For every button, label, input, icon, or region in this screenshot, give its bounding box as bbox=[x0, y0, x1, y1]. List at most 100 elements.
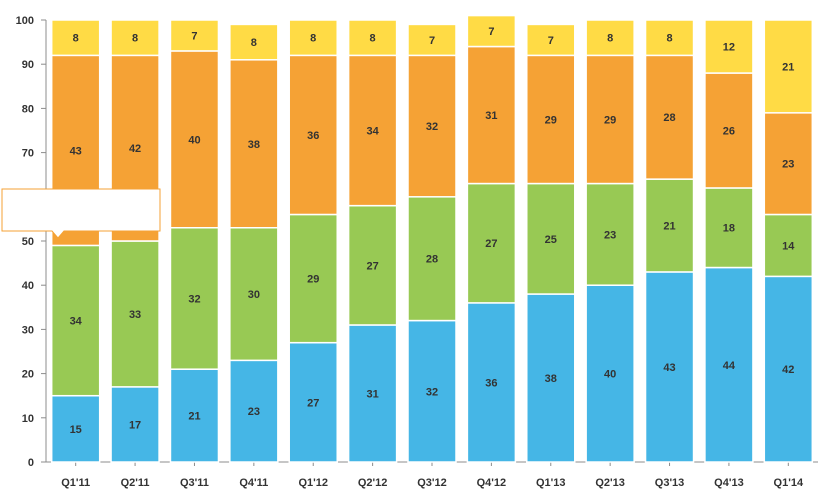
data-label: 29 bbox=[604, 114, 616, 126]
bar-segment[interactable] bbox=[347, 19, 398, 57]
data-label: 18 bbox=[723, 223, 735, 235]
data-label: 27 bbox=[307, 397, 319, 409]
x-tick-label: Q1'13 bbox=[536, 477, 566, 489]
y-tick-label: 40 bbox=[22, 280, 34, 292]
data-label: 32 bbox=[188, 293, 200, 305]
bar-segment[interactable] bbox=[407, 196, 457, 322]
bar-segment[interactable] bbox=[704, 72, 754, 189]
data-label: 36 bbox=[485, 377, 497, 389]
data-label: 32 bbox=[426, 386, 438, 398]
data-label: 36 bbox=[307, 130, 319, 142]
data-label: 8 bbox=[251, 37, 257, 49]
data-label: 30 bbox=[248, 289, 260, 301]
data-label: 14 bbox=[782, 240, 795, 252]
data-label: 23 bbox=[248, 406, 260, 418]
bar-segment[interactable] bbox=[169, 226, 220, 370]
bar-segment[interactable] bbox=[526, 182, 576, 295]
data-label: 38 bbox=[248, 139, 260, 151]
bar-segment[interactable] bbox=[110, 19, 160, 57]
y-tick-label: 20 bbox=[22, 369, 34, 381]
bar-segment[interactable] bbox=[585, 19, 635, 57]
data-label: 7 bbox=[488, 26, 494, 38]
bar-segment[interactable] bbox=[526, 23, 576, 57]
data-label: 26 bbox=[723, 126, 735, 138]
data-label: 33 bbox=[129, 309, 141, 321]
y-tick-label: 80 bbox=[22, 103, 34, 115]
bar-segment[interactable] bbox=[347, 54, 398, 207]
data-label: 31 bbox=[366, 388, 378, 400]
x-tick-label: Q1'12 bbox=[298, 477, 328, 489]
data-label: 21 bbox=[782, 61, 794, 73]
bar-segment[interactable] bbox=[644, 19, 695, 57]
bar-segment[interactable] bbox=[407, 23, 457, 57]
bar-segment[interactable] bbox=[704, 187, 754, 269]
x-tick-label: Q4'12 bbox=[477, 477, 507, 489]
bar-segment[interactable] bbox=[110, 386, 160, 463]
data-label: 7 bbox=[429, 35, 435, 47]
data-label: 43 bbox=[70, 145, 82, 157]
bar-segment[interactable] bbox=[229, 359, 279, 463]
bars bbox=[50, 14, 814, 463]
data-label: 43 bbox=[663, 362, 675, 374]
x-tick-label: Q4'13 bbox=[714, 477, 744, 489]
bar-segment[interactable] bbox=[407, 319, 457, 463]
bar-segment[interactable] bbox=[229, 23, 279, 61]
bar-segment[interactable] bbox=[585, 182, 635, 286]
x-tick-label: Q2'12 bbox=[358, 477, 388, 489]
y-tick-label: 90 bbox=[22, 59, 34, 71]
bar-segment[interactable] bbox=[407, 54, 457, 198]
bar-segment[interactable] bbox=[585, 54, 635, 185]
bar-segment[interactable] bbox=[50, 394, 101, 463]
y-tick-label: 10 bbox=[22, 413, 34, 425]
bar-segment[interactable] bbox=[704, 19, 754, 74]
data-label: 8 bbox=[607, 33, 613, 45]
x-tick-label: Q4'11 bbox=[239, 477, 268, 489]
bar-segment[interactable] bbox=[526, 293, 576, 463]
bar-segment[interactable] bbox=[763, 275, 814, 463]
bar-segment[interactable] bbox=[466, 182, 517, 304]
data-label: 15 bbox=[70, 424, 82, 436]
y-tick-label: 100 bbox=[16, 15, 34, 27]
bar-segment[interactable] bbox=[763, 19, 814, 114]
bar-segment[interactable] bbox=[169, 50, 220, 229]
data-label: 29 bbox=[307, 274, 319, 286]
data-label: 27 bbox=[366, 260, 378, 272]
data-label: 12 bbox=[723, 42, 735, 54]
x-tick-label: Q3'11 bbox=[180, 477, 209, 489]
bar-segment[interactable] bbox=[169, 19, 220, 52]
bar-segment[interactable] bbox=[50, 244, 101, 397]
data-label: 17 bbox=[129, 419, 141, 431]
bar-segment[interactable] bbox=[466, 45, 517, 185]
data-label: 21 bbox=[188, 411, 200, 423]
bar-segment[interactable] bbox=[644, 178, 695, 273]
data-label: 7 bbox=[191, 30, 197, 42]
bar-segment[interactable] bbox=[110, 240, 160, 388]
bar-segment[interactable] bbox=[229, 226, 279, 362]
data-label: 42 bbox=[782, 364, 794, 376]
data-label: 32 bbox=[426, 121, 438, 133]
axes: 0102030405060708090100Q1'11Q2'11Q3'11Q4'… bbox=[16, 15, 818, 489]
bar-segment[interactable] bbox=[347, 204, 398, 326]
x-tick-label: Q1'14 bbox=[774, 477, 804, 489]
x-tick-label: Q3'13 bbox=[655, 477, 685, 489]
bar-segment[interactable] bbox=[50, 19, 101, 57]
bar-segment[interactable] bbox=[288, 19, 338, 57]
data-label: 29 bbox=[545, 114, 557, 126]
y-tick-label: 70 bbox=[22, 148, 34, 160]
y-tick-label: 30 bbox=[22, 324, 34, 336]
bar-segment[interactable] bbox=[644, 271, 695, 463]
bar-segment[interactable] bbox=[466, 14, 517, 48]
bar-segment[interactable] bbox=[763, 112, 814, 216]
data-label: 28 bbox=[663, 112, 675, 124]
data-label: 23 bbox=[604, 229, 616, 241]
data-label: 27 bbox=[485, 238, 497, 250]
data-label: 8 bbox=[132, 33, 138, 45]
data-label: 34 bbox=[366, 126, 379, 138]
bar-segment[interactable] bbox=[288, 54, 338, 216]
bar-segment[interactable] bbox=[347, 324, 398, 463]
bar-segment[interactable] bbox=[526, 54, 576, 185]
bar-segment[interactable] bbox=[704, 266, 754, 463]
data-label: 34 bbox=[70, 316, 83, 328]
x-tick-label: Q2'13 bbox=[595, 477, 625, 489]
